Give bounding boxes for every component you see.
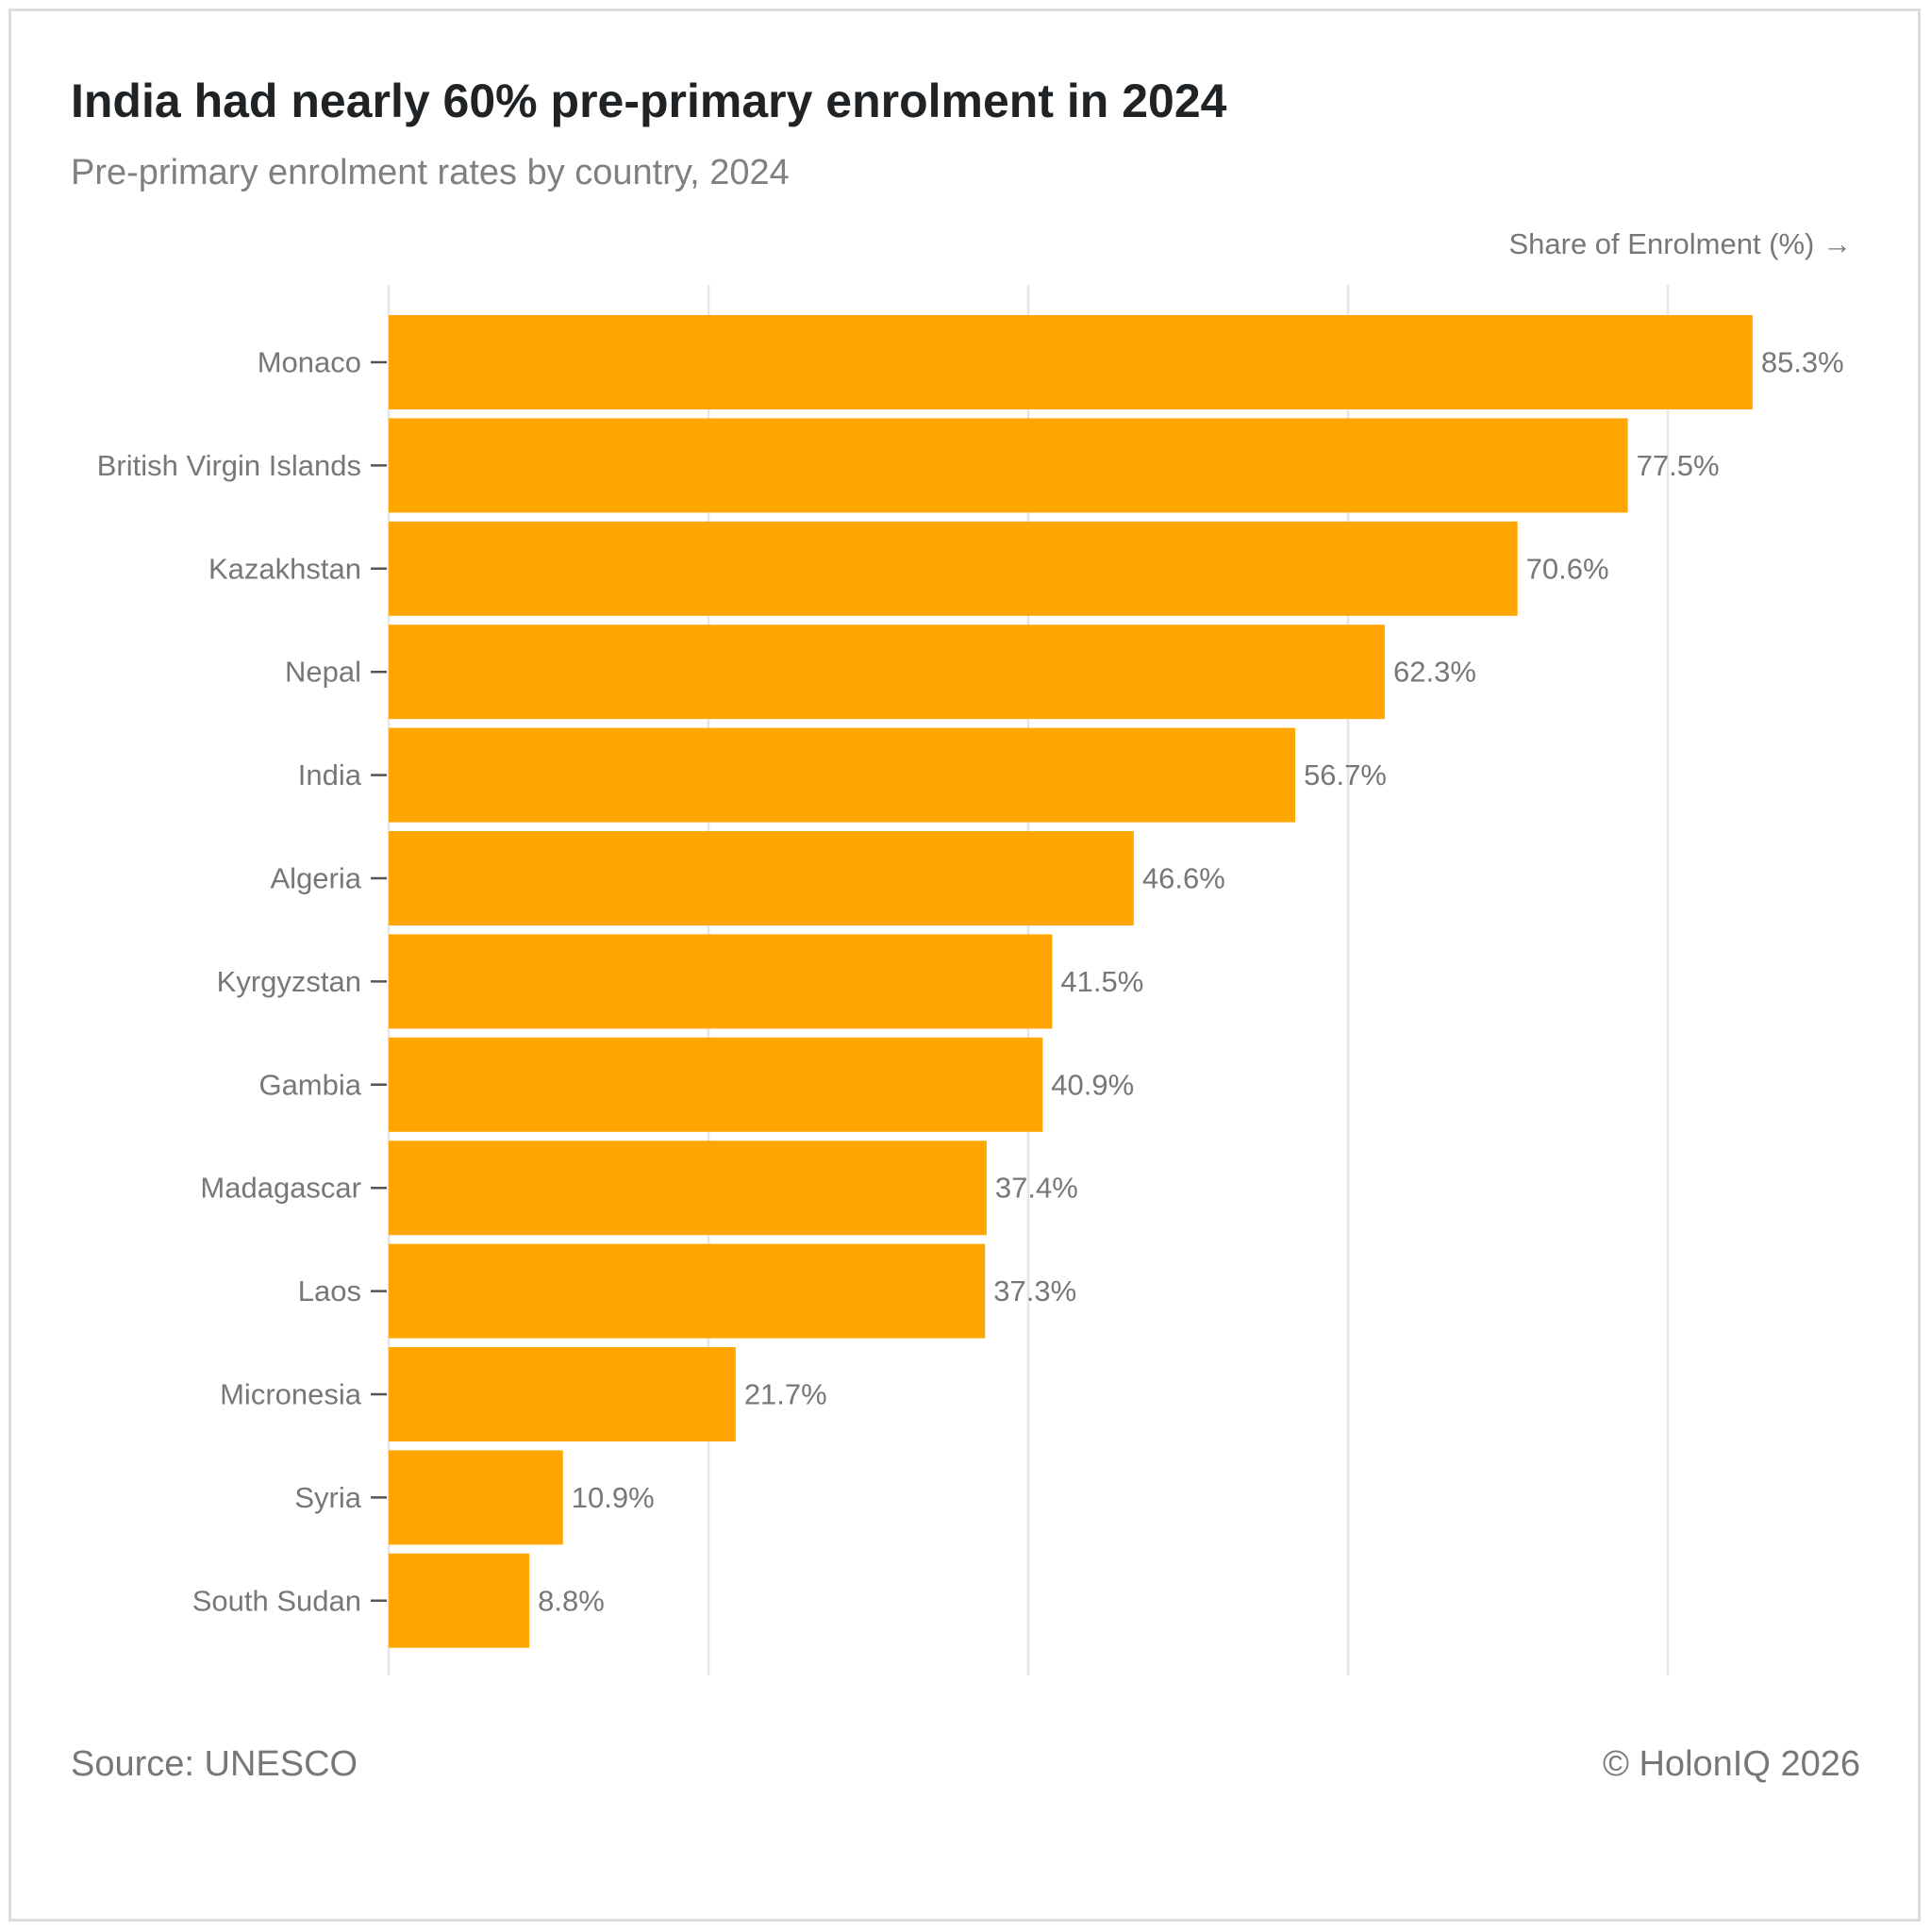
labels: Monaco 85.3% British Virgin Islands 77.5% Ka… xyxy=(97,346,1844,1618)
bar-2[interactable] xyxy=(389,521,1518,616)
bar-3[interactable] xyxy=(389,625,1385,720)
value-label-8: 37.4% xyxy=(995,1172,1078,1205)
bar-4[interactable] xyxy=(389,727,1296,823)
value-label-12: 8.8% xyxy=(538,1584,605,1617)
chart-subtitle: Pre-primary enrolment rates by country, … xyxy=(71,153,790,192)
value-label-2: 70.6% xyxy=(1526,552,1609,585)
category-label-0: Monaco xyxy=(258,346,361,379)
category-label-8: Madagascar xyxy=(200,1172,361,1205)
value-label-0: 85.3% xyxy=(1761,346,1844,379)
bar-0[interactable] xyxy=(389,315,1753,409)
value-label-1: 77.5% xyxy=(1637,449,1720,482)
category-label-12: South Sudan xyxy=(192,1584,361,1617)
category-label-10: Micronesia xyxy=(220,1378,362,1411)
value-label-5: 46.6% xyxy=(1142,862,1225,895)
x-axis-label: Share of Enrolment (%) → xyxy=(1508,227,1852,260)
category-label-2: Kazakhstan xyxy=(208,552,361,585)
category-label-7: Gambia xyxy=(258,1068,361,1101)
value-label-11: 10.9% xyxy=(572,1481,655,1514)
category-label-4: India xyxy=(298,758,362,791)
bar-10[interactable] xyxy=(389,1347,736,1441)
bar-9[interactable] xyxy=(389,1243,986,1339)
category-label-1: British Virgin Islands xyxy=(97,449,361,482)
category-label-3: Nepal xyxy=(285,656,361,689)
source-note: Source: UNESCO xyxy=(71,1744,358,1784)
bar-5[interactable] xyxy=(389,831,1134,925)
bar-8[interactable] xyxy=(389,1141,987,1236)
bar-11[interactable] xyxy=(389,1450,563,1545)
value-label-10: 21.7% xyxy=(744,1378,827,1411)
value-label-9: 37.3% xyxy=(993,1274,1076,1307)
bar-7[interactable] xyxy=(389,1037,1043,1132)
category-label-9: Laos xyxy=(298,1274,361,1307)
bar-12[interactable] xyxy=(389,1553,530,1648)
bar-1[interactable] xyxy=(389,418,1628,513)
bars xyxy=(389,315,1753,1648)
category-label-11: Syria xyxy=(294,1481,361,1514)
category-label-5: Algeria xyxy=(271,862,362,895)
category-label-6: Kyrgyzstan xyxy=(217,965,361,998)
value-label-4: 56.7% xyxy=(1304,758,1387,791)
copyright-note: © HolonIQ 2026 xyxy=(1602,1744,1860,1784)
value-label-6: 41.5% xyxy=(1060,965,1143,998)
value-label-3: 62.3% xyxy=(1393,656,1476,689)
chart-title: India had nearly 60% pre-primary enrolme… xyxy=(71,75,1227,127)
bar-6[interactable] xyxy=(389,934,1053,1029)
value-label-7: 40.9% xyxy=(1051,1068,1134,1101)
